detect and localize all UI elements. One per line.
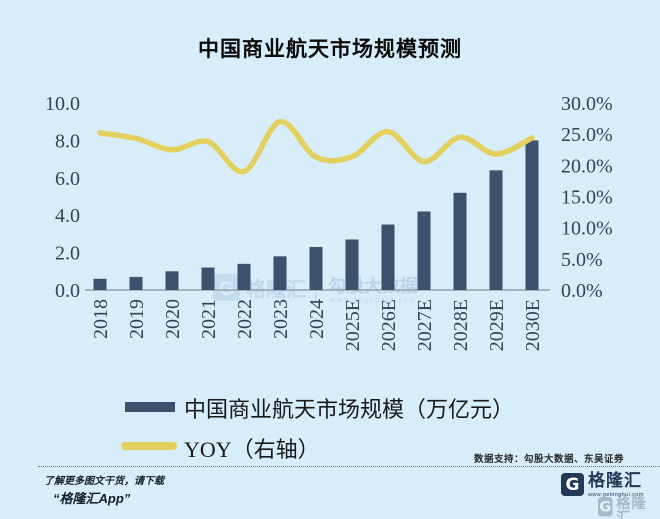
bar-2024 bbox=[309, 246, 323, 290]
x-axis-label-2025E: 2025E bbox=[342, 299, 364, 351]
gelonghui-logo-text: 格隆汇 bbox=[588, 471, 642, 491]
left-axis-tick-6.0: 6.0 bbox=[55, 168, 80, 190]
x-axis-label-2023: 2023 bbox=[270, 299, 292, 339]
data-support-note: 数据支持：勾股大数据、东吴证券 bbox=[473, 454, 624, 465]
market-forecast-chart: G格隆汇勾股大数据www.gogudata.com10.08.06.04.02.… bbox=[45, 93, 613, 351]
gelonghui-g-icon: G bbox=[598, 497, 613, 517]
legend-bar-swatch bbox=[125, 402, 175, 412]
bar-2027E bbox=[417, 211, 431, 290]
bar-2020 bbox=[165, 271, 179, 290]
x-axis-label-2026E: 2026E bbox=[378, 299, 400, 351]
legend-bar-label: 中国商业航天市场规模（万亿元） bbox=[184, 397, 515, 422]
bar-2023 bbox=[273, 256, 287, 290]
gelonghui-logo: G 格隆汇 www.gelonghui.com bbox=[561, 473, 644, 498]
left-axis-tick-0.0: 0.0 bbox=[55, 280, 80, 302]
right-axis-tick-0.0%: 0.0% bbox=[561, 280, 603, 302]
promo-text-line1: 了解更多图文干货，请下载 bbox=[44, 476, 164, 487]
x-axis-label-2018: 2018 bbox=[90, 299, 112, 339]
watermark-brand-text: 勾股大数据 bbox=[328, 275, 418, 296]
footer-divider bbox=[38, 466, 660, 467]
watermark-g-icon bbox=[213, 274, 240, 301]
x-axis-label-2021: 2021 bbox=[198, 299, 220, 339]
bar-2028E bbox=[453, 192, 467, 290]
bar-2022 bbox=[237, 263, 251, 290]
gelonghui-g-icon: G bbox=[561, 473, 584, 496]
promo-text-line2: “格隆汇App” bbox=[53, 491, 131, 506]
gelonghui-logo-url: www.gelonghui.com bbox=[588, 492, 644, 498]
gelonghui-corner-watermark: G 格隆汇 bbox=[598, 497, 651, 519]
right-axis-tick-10.0%: 10.0% bbox=[561, 218, 613, 240]
x-axis-label-2029E: 2029E bbox=[486, 299, 508, 351]
x-axis-label-2024: 2024 bbox=[306, 299, 328, 339]
bar-2026E bbox=[381, 224, 395, 290]
gelonghui-watermark-text: 格隆汇 bbox=[616, 495, 647, 519]
x-axis-label-2027E: 2027E bbox=[414, 299, 436, 351]
right-axis-tick-30.0%: 30.0% bbox=[561, 93, 613, 115]
x-axis-label-2019: 2019 bbox=[126, 299, 148, 339]
bar-2021 bbox=[201, 267, 215, 290]
x-axis-label-2020: 2020 bbox=[162, 299, 184, 339]
left-axis-tick-8.0: 8.0 bbox=[55, 130, 80, 152]
left-axis-tick-10.0: 10.0 bbox=[45, 93, 80, 115]
right-axis-tick-5.0%: 5.0% bbox=[561, 249, 603, 271]
right-axis-tick-25.0%: 25.0% bbox=[561, 124, 613, 146]
x-axis-label-2030E: 2030E bbox=[522, 299, 544, 351]
chart-title: 中国商业航天市场规模预测 bbox=[198, 38, 462, 61]
legend-line-label: YOY（右轴） bbox=[184, 437, 320, 462]
watermark-url-text: www.gogudata.com bbox=[329, 297, 417, 304]
left-axis-tick-4.0: 4.0 bbox=[55, 205, 80, 227]
bar-2018 bbox=[93, 278, 107, 290]
yoy-line bbox=[97, 118, 535, 175]
bar-2025E bbox=[345, 239, 359, 290]
legend-line-swatch bbox=[121, 442, 177, 450]
x-axis-label-2028E: 2028E bbox=[450, 299, 472, 351]
left-axis-tick-2.0: 2.0 bbox=[55, 243, 80, 265]
bar-2019 bbox=[129, 276, 143, 290]
right-axis-tick-20.0%: 20.0% bbox=[561, 155, 613, 177]
right-axis-tick-15.0%: 15.0% bbox=[561, 187, 613, 209]
bar-2030E bbox=[525, 140, 539, 290]
bar-2029E bbox=[489, 170, 503, 290]
x-axis-label-2022: 2022 bbox=[234, 299, 256, 339]
